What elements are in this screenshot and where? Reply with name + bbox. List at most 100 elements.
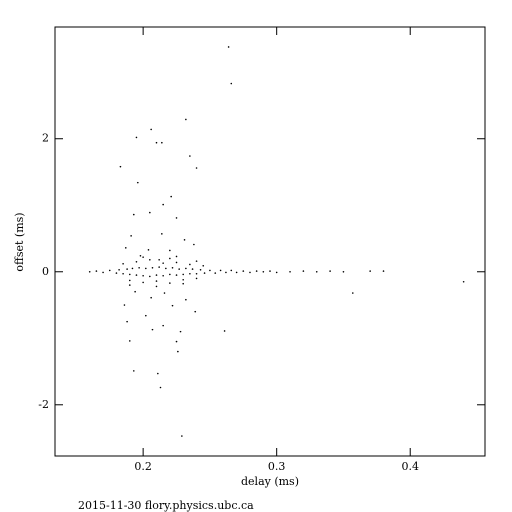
point xyxy=(315,270,318,273)
point xyxy=(162,262,164,264)
point xyxy=(149,258,151,261)
x-axis-label: delay (ms) xyxy=(241,475,299,488)
point xyxy=(242,270,245,272)
footer: 2015-11-30 flory.physics.ubc.ca xyxy=(78,499,254,512)
point xyxy=(275,271,278,274)
point xyxy=(269,270,271,272)
point xyxy=(214,272,217,274)
point xyxy=(151,266,154,269)
point xyxy=(194,310,197,313)
point xyxy=(185,298,187,301)
point xyxy=(342,270,345,273)
point xyxy=(128,284,131,286)
point xyxy=(142,256,144,258)
point xyxy=(191,268,194,270)
point xyxy=(230,269,233,272)
point xyxy=(162,203,164,206)
point xyxy=(122,262,124,265)
point xyxy=(195,167,198,169)
point xyxy=(249,271,251,274)
point xyxy=(136,181,139,184)
point xyxy=(162,324,164,327)
point xyxy=(175,261,178,264)
y-tick-label: 2 xyxy=(42,132,49,145)
point xyxy=(138,266,140,269)
y-axis-label: offset (ms) xyxy=(13,212,26,271)
point xyxy=(149,211,151,214)
point xyxy=(170,195,172,198)
point xyxy=(118,268,120,271)
point xyxy=(147,249,150,251)
point xyxy=(155,274,158,276)
point xyxy=(119,165,122,168)
point xyxy=(182,282,184,285)
point xyxy=(195,272,198,275)
point xyxy=(382,270,385,272)
y-tick-label: 0 xyxy=(42,265,49,278)
point xyxy=(189,272,191,275)
point xyxy=(122,272,124,275)
point xyxy=(142,281,144,284)
point xyxy=(162,274,164,277)
point xyxy=(181,435,183,437)
point xyxy=(262,270,265,273)
point xyxy=(169,282,171,284)
point xyxy=(175,217,178,219)
point xyxy=(369,270,371,272)
point xyxy=(182,278,184,281)
point xyxy=(139,255,142,257)
point xyxy=(462,280,465,283)
point xyxy=(128,273,131,276)
point xyxy=(150,128,152,131)
point xyxy=(227,46,230,48)
point xyxy=(230,82,233,85)
point xyxy=(132,213,135,216)
point xyxy=(175,340,178,343)
point xyxy=(145,314,147,317)
point xyxy=(185,118,187,121)
x-tick-label: 0.3 xyxy=(268,460,286,473)
point xyxy=(123,304,126,306)
point xyxy=(157,372,159,375)
x-tick-label: 0.4 xyxy=(401,460,419,473)
point xyxy=(171,304,174,307)
point xyxy=(175,255,178,258)
point xyxy=(150,296,152,299)
point xyxy=(128,340,131,342)
point xyxy=(151,328,154,331)
point xyxy=(223,330,226,332)
point xyxy=(235,271,238,274)
point xyxy=(182,273,184,276)
point xyxy=(193,243,195,246)
x-tick-label: 0.2 xyxy=(134,460,152,473)
point xyxy=(102,271,104,274)
point xyxy=(179,330,182,333)
point xyxy=(163,292,166,294)
point xyxy=(161,141,163,144)
point xyxy=(177,350,179,353)
point xyxy=(161,233,163,235)
point xyxy=(128,279,131,282)
point xyxy=(126,320,128,323)
point xyxy=(169,257,171,260)
point xyxy=(159,386,162,389)
point xyxy=(195,260,198,262)
point xyxy=(149,275,151,278)
point xyxy=(165,267,167,270)
point xyxy=(225,271,227,274)
point xyxy=(135,136,138,139)
point xyxy=(289,270,291,273)
point xyxy=(155,280,158,282)
point xyxy=(169,249,171,252)
point xyxy=(255,270,258,272)
point xyxy=(195,277,198,280)
point xyxy=(203,272,206,274)
point xyxy=(155,285,158,288)
point xyxy=(219,269,222,272)
point xyxy=(158,258,160,261)
point xyxy=(158,266,160,268)
point xyxy=(130,235,132,237)
point xyxy=(169,273,171,276)
point xyxy=(189,155,191,157)
y-tick-label: -2 xyxy=(38,398,49,411)
